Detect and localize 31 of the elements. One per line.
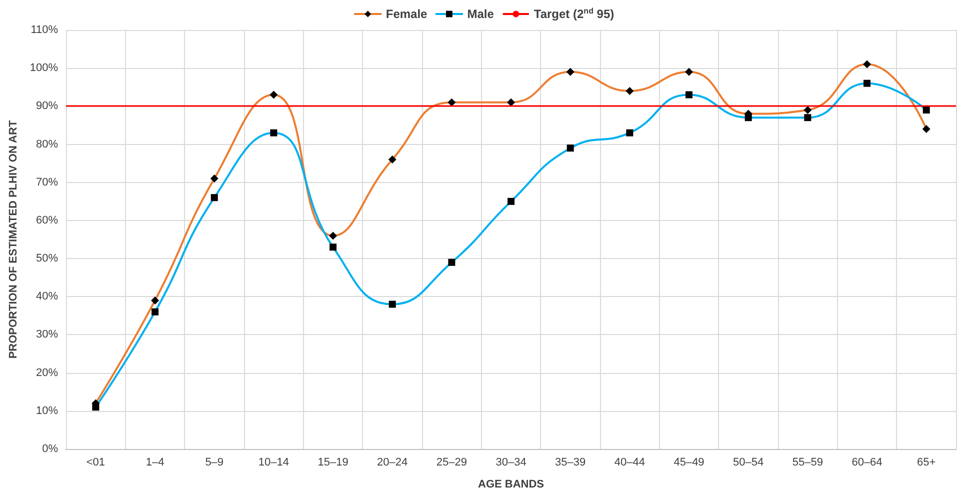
y-axis-title: PROPORTION OF ESTIMATED PLHIV ON ART [8, 120, 20, 359]
y-tick-label: 70% [36, 176, 58, 188]
y-tick-label: 20% [36, 366, 58, 379]
x-tick-label: 20–24 [377, 456, 408, 468]
y-tick-label: 100% [30, 62, 58, 74]
x-tick-label: 5–9 [205, 456, 224, 468]
x-tick-label: 45–49 [674, 456, 704, 468]
y-tick-label: 40% [36, 290, 58, 303]
x-tick-label: 10–14 [258, 456, 289, 468]
x-tick-label: 50–54 [733, 456, 764, 468]
x-tick-label: 40–44 [614, 456, 645, 468]
y-tick-label: 110% [30, 24, 58, 36]
legend-label: Male [467, 7, 494, 21]
x-tick-label: 60–64 [852, 456, 882, 468]
y-tick-label: 60% [36, 214, 58, 226]
x-tick-label: 25–29 [436, 456, 467, 468]
y-tick-label: 90% [36, 100, 58, 112]
y-tick-label: 50% [36, 252, 58, 265]
x-tick-label: <01 [86, 456, 106, 468]
x-tick-label: 15–19 [318, 456, 348, 468]
y-tick-label: 10% [36, 404, 58, 417]
x-tick-label: 55–59 [792, 456, 823, 468]
legend-label: Female [386, 7, 428, 21]
y-tick-label: 0% [42, 443, 58, 455]
x-tick-label: 35–39 [555, 456, 586, 468]
y-tick-label: 30% [36, 328, 58, 341]
x-axis-title: AGE BANDS [478, 478, 544, 490]
x-tick-label: 1–4 [146, 456, 164, 468]
x-tick-label: 30–34 [496, 456, 526, 468]
y-tick-label: 80% [36, 138, 58, 150]
x-tick-label: 65+ [917, 456, 936, 468]
